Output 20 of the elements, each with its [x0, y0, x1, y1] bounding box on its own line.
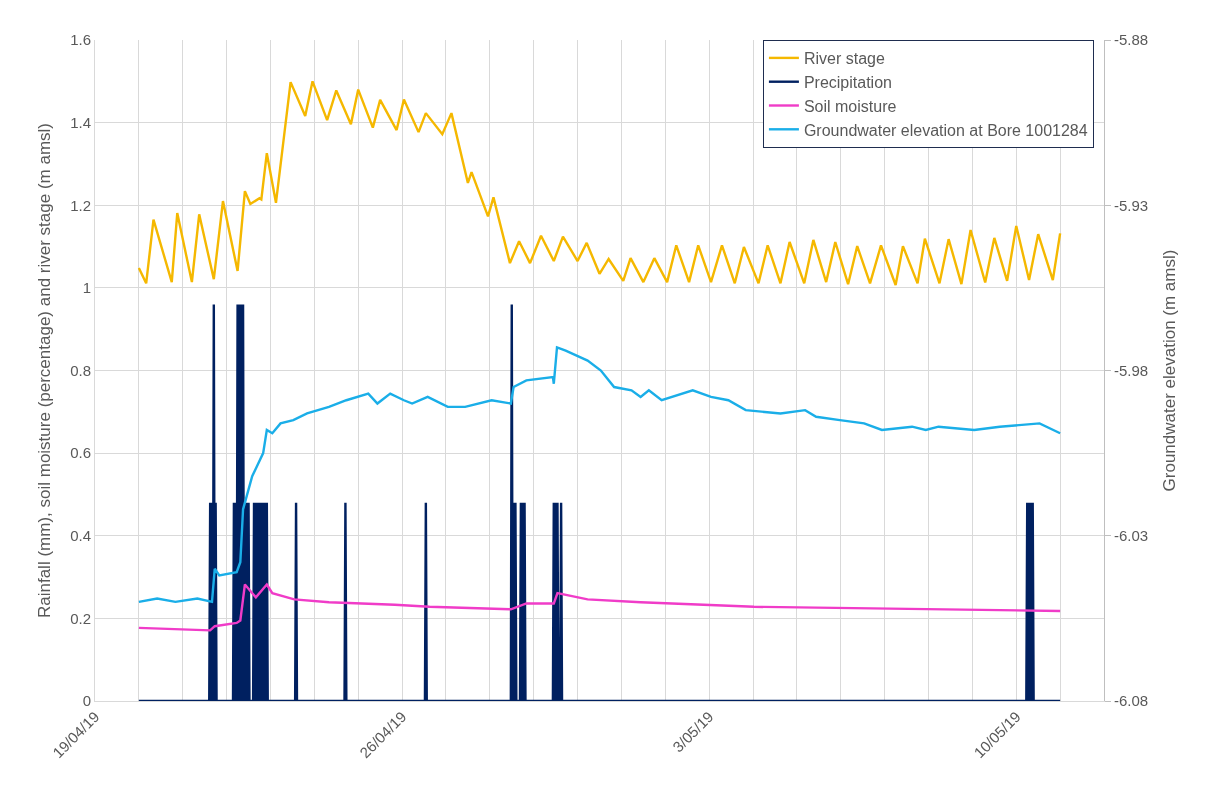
y-tick-label: 0.6: [70, 444, 91, 462]
y-tick-label: 1.6: [70, 31, 91, 49]
legend-label: River stage: [803, 50, 885, 68]
y2-tick-label: -6.03: [1114, 527, 1149, 544]
y2-tick-label: -5.88: [1114, 31, 1149, 49]
y-tick-label: 0: [82, 692, 91, 710]
legend-label: Groundwater elevation at Bore 1001284: [803, 121, 1088, 139]
y2-axis-title: Groundwater elevation (m amsl): [1159, 249, 1179, 492]
y2-tick-label: -6.08: [1114, 692, 1149, 710]
y-tick-label: 1: [82, 279, 91, 297]
y-tick-label: 1.2: [70, 196, 91, 214]
y-tick-label: 0.8: [70, 361, 91, 379]
y-axis-title: Rainfall (mm), soil moisture (percentage) and river stage (m amsl): [34, 122, 54, 619]
y-tick-label: 0.4: [70, 527, 91, 544]
y-tick-label: 1.4: [70, 113, 91, 131]
y2-tick-label: -5.93: [1114, 196, 1149, 214]
y-tick-label: 0.2: [70, 609, 91, 627]
legend-label: Soil moisture: [803, 97, 897, 115]
y2-tick-label: -5.98: [1114, 361, 1149, 379]
legend-label: Precipitation: [803, 73, 892, 91]
